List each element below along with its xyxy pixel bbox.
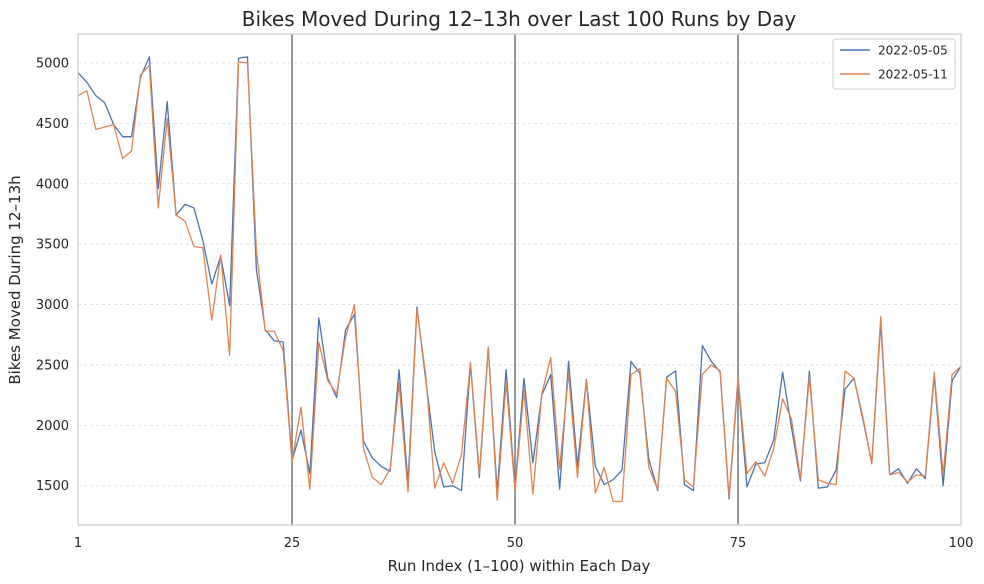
series-line-2022-05-11 [77,61,962,503]
plot-frame [77,33,962,526]
y-tick-label: 4000 [36,177,69,192]
series-lines [77,56,962,503]
legend-entry: 2022-05-11 [878,68,948,82]
x-tick-label: 75 [730,536,747,551]
x-tick-label: 25 [284,536,301,551]
chart-title: Bikes Moved During 12–13h over Last 100 … [242,7,797,31]
y-axis-ticks: 1500 2000 2500 3000 3500 4000 4500 5000 [36,56,69,494]
x-tick-label: 100 [949,536,974,551]
legend-entry: 2022-05-05 [878,44,948,58]
y-tick-label: 3500 [36,238,69,253]
vertical-markers [291,34,739,525]
y-tick-label: 3000 [36,298,69,313]
legend-box [832,38,956,90]
y-tick-label: 1500 [36,479,69,494]
x-tick-label: 50 [507,536,524,551]
x-axis-label: Run Index (1–100) within Each Day [388,557,651,575]
y-tick-label: 5000 [36,56,69,71]
y-tick-label: 4500 [36,117,69,132]
legend: 2022-05-05 2022-05-11 [832,38,956,90]
y-tick-label: 2000 [36,419,69,434]
x-tick-label: 1 [74,536,82,551]
y-axis-label: Bikes Moved During 12–13h [6,175,24,384]
y-tick-label: 2500 [36,358,69,373]
x-axis-ticks: 1 25 50 75 100 [74,536,974,551]
